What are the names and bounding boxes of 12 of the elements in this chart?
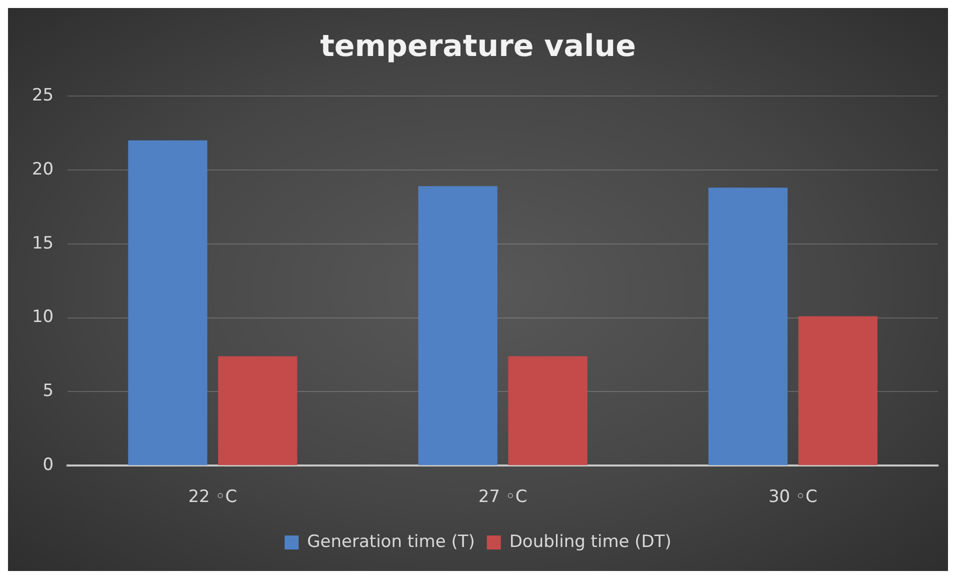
y-tick-label: 15 bbox=[32, 233, 54, 254]
y-tick-label: 25 bbox=[32, 85, 54, 106]
legend-label: Generation time (T) bbox=[307, 532, 475, 552]
y-tick-label: 20 bbox=[32, 159, 54, 180]
y-tick-label: 10 bbox=[32, 307, 54, 328]
legend-label: Doubling time (DT) bbox=[509, 532, 672, 552]
y-tick-label: 5 bbox=[42, 381, 54, 402]
chart-title: temperature value bbox=[320, 28, 636, 64]
x-tick-label: 27 ◦C bbox=[478, 487, 528, 508]
y-tick-label: 0 bbox=[42, 455, 54, 476]
x-tick-label: 22 ◦C bbox=[188, 487, 238, 508]
x-tick-label: 30 ◦C bbox=[768, 487, 818, 508]
